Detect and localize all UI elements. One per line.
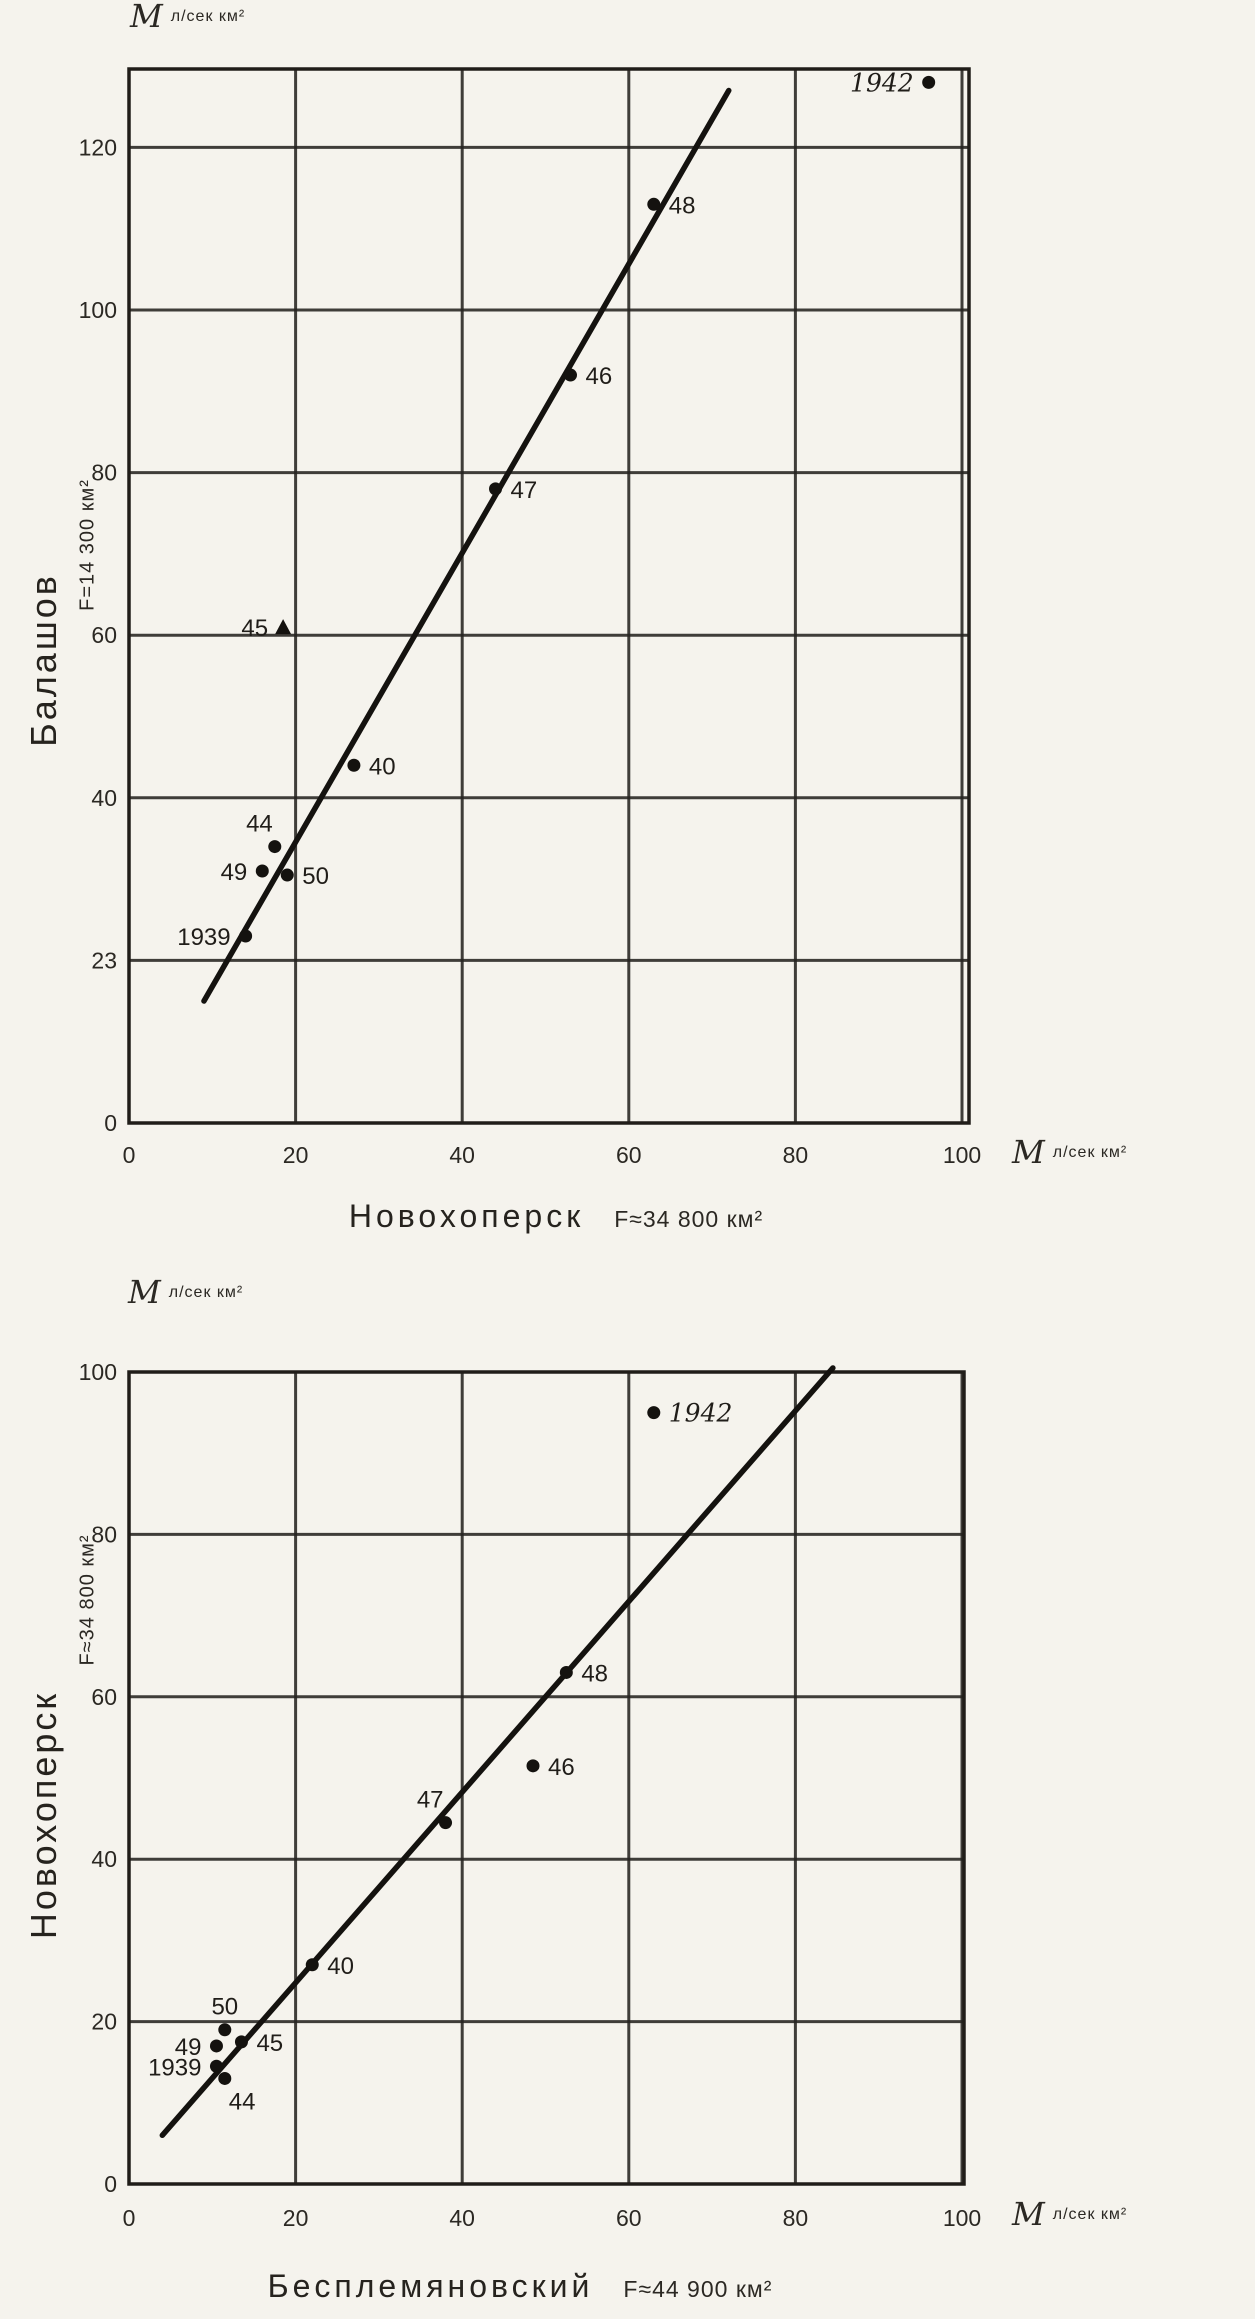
point-label: 46 — [548, 1754, 575, 1781]
point-label: 1942 — [669, 1399, 733, 1428]
data-point — [255, 864, 269, 878]
point-label: 47 — [417, 1787, 444, 1814]
data-point — [280, 868, 294, 882]
point-label: 44 — [229, 2088, 256, 2115]
chart-balashov-vs-novokhopersk: 0 20 40 60 80 100 0 23 40 60 80 100 120 1939 49 50 44 40 4… — [79, 67, 981, 1168]
data-point — [234, 2035, 248, 2049]
y-tick-label: 120 — [79, 134, 117, 160]
y-tick-label: 80 — [91, 1521, 117, 1547]
x-station-area: F≈44 900 км² — [623, 2276, 773, 2302]
y-tick-label: 100 — [79, 1359, 117, 1385]
plot-border — [127, 1370, 966, 2186]
x-tick-label: 80 — [783, 1142, 809, 1168]
x-station-caption-top-chart: Новохоперск F≈34 800 км² — [246, 1198, 866, 1235]
y-axis-unit: л/сек км² — [168, 1284, 244, 1301]
y-tick-label: 20 — [91, 2009, 117, 2035]
x-tick-label: 100 — [943, 1142, 981, 1168]
x-tick-label: 0 — [123, 1142, 136, 1168]
data-point — [347, 758, 361, 772]
point-label: 40 — [327, 1953, 354, 1980]
point-label: 1939 — [177, 924, 230, 951]
y-tick-label: 0 — [104, 1110, 117, 1136]
y-axis-quantity: M — [130, 0, 163, 35]
x-axis-unit: л/сек км² — [1052, 1144, 1128, 1161]
data-point — [305, 1958, 319, 1972]
y-tick-label: 60 — [91, 622, 117, 648]
data-point — [218, 2071, 232, 2085]
point-label: 1939 — [148, 2054, 201, 2081]
data-point — [922, 75, 936, 89]
x-tick-label: 80 — [783, 2205, 809, 2231]
x-tick-label: 60 — [616, 1142, 642, 1168]
point-label: 45 — [241, 615, 268, 642]
data-point — [647, 197, 661, 211]
point-label: 49 — [175, 2034, 202, 2061]
point-label: 45 — [256, 2030, 283, 2057]
x-station-name: Бесплемяновский — [267, 2268, 594, 2304]
x-tick-label: 20 — [283, 2205, 309, 2231]
y-station-area-top-chart: F=14 300 км² — [76, 479, 99, 611]
y-tick-label: 100 — [79, 297, 117, 323]
x-station-caption-bottom-chart: Бесплемяновский F≈44 900 км² — [200, 2268, 840, 2305]
data-point-triangle — [275, 619, 292, 635]
data-point — [526, 1759, 540, 1773]
x-axis-quantity: M — [1012, 1133, 1045, 1171]
data-point — [209, 2059, 223, 2073]
y-tick-label: 80 — [91, 460, 117, 486]
point-label: 50 — [302, 863, 329, 890]
point-label: 50 — [211, 1994, 238, 2021]
data-point — [647, 1406, 661, 1420]
y-tick-label: 60 — [91, 1684, 117, 1710]
y-axis-unit: л/сек км² — [170, 8, 246, 25]
x-tick-label: 0 — [123, 2205, 136, 2231]
data-point — [218, 2023, 232, 2037]
x-station-area: F≈34 800 км² — [614, 1206, 764, 1232]
y-station-name-bottom-chart: Новохоперск — [23, 1690, 64, 1940]
x-axis-quantity: M — [1012, 2195, 1045, 2233]
y-tick-label: 23 — [91, 947, 117, 973]
point-label: 48 — [669, 192, 696, 219]
data-point — [563, 368, 577, 382]
x-axis-unit: л/сек км² — [1052, 2206, 1128, 2223]
y-tick-label: 0 — [104, 2171, 117, 2197]
data-point — [559, 1665, 573, 1679]
data-point — [439, 1816, 453, 1830]
point-label: 49 — [221, 859, 248, 886]
x-tick-label: 40 — [449, 1142, 475, 1168]
point-label: 1942 — [850, 68, 914, 97]
x-tick-label: 60 — [616, 2205, 642, 2231]
trend-line — [201, 87, 732, 1004]
x-tick-label: 40 — [449, 2205, 475, 2231]
point-label: 46 — [585, 363, 612, 390]
y-station-area-bottom-chart: F≈34 800 км² — [76, 1534, 99, 1666]
data-point — [489, 482, 503, 496]
y-tick-label: 40 — [91, 1846, 117, 1872]
point-label: 40 — [369, 753, 396, 780]
chart-novokhopersk-vs-besplemyanovsky: 0 20 40 60 80 100 0 20 40 60 80 100 1939 44 49 45 50 40 47… — [79, 1359, 982, 2231]
data-point — [268, 840, 282, 854]
data-point — [209, 2039, 223, 2053]
x-tick-label: 20 — [283, 1142, 309, 1168]
x-station-name: Новохоперск — [348, 1198, 585, 1234]
x-tick-label: 100 — [943, 2205, 981, 2231]
point-label: 48 — [581, 1660, 608, 1687]
point-label: 44 — [246, 811, 273, 838]
plot-border — [127, 67, 971, 1125]
data-point — [239, 929, 253, 943]
trend-line — [159, 1365, 836, 2139]
y-tick-label: 40 — [91, 785, 117, 811]
y-station-name-top-chart: Балашов — [23, 573, 64, 747]
y-axis-quantity: M — [128, 1273, 161, 1311]
point-label: 47 — [511, 477, 538, 504]
